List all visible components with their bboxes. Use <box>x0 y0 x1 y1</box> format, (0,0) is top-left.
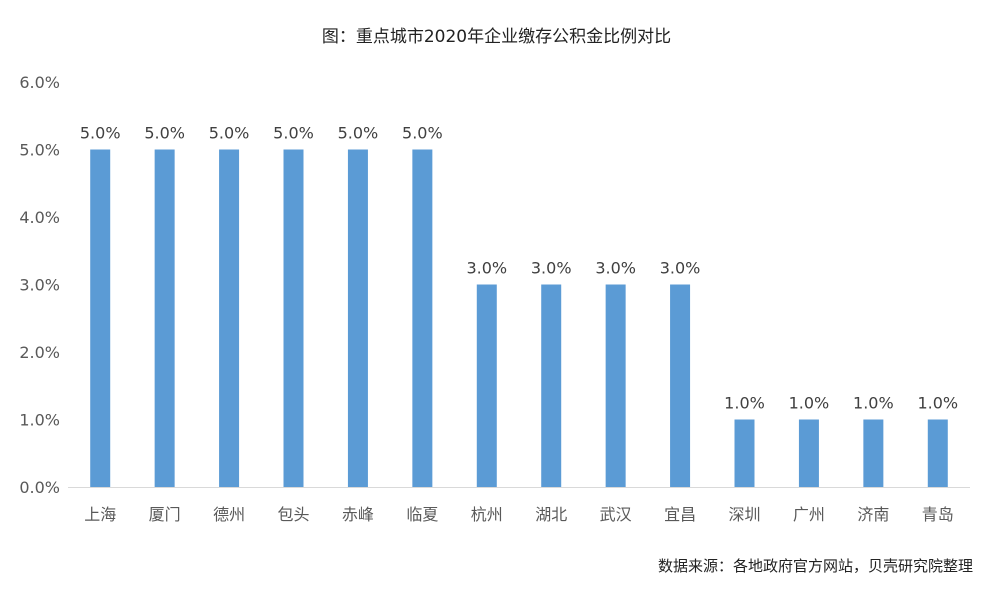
data-label: 5.0% <box>273 124 314 143</box>
data-label: 5.0% <box>144 124 185 143</box>
bar <box>347 149 368 487</box>
bar <box>734 419 755 487</box>
x-tick-label: 上海 <box>84 505 116 524</box>
bar <box>863 419 884 487</box>
y-tick-label: 1.0% <box>19 411 60 430</box>
x-tick-label: 赤峰 <box>342 505 374 524</box>
x-tick-label: 德州 <box>213 505 245 524</box>
y-tick-label: 2.0% <box>19 343 60 362</box>
bar <box>90 149 111 487</box>
x-axis-ticks: 上海 厦门 德州 包头 赤峰 临夏 杭州 湖北 武汉 宜昌 深圳 广州 济南 青岛 <box>84 505 954 524</box>
bar <box>219 149 240 487</box>
data-label: 1.0% <box>789 394 830 413</box>
data-label: 3.0% <box>660 259 701 278</box>
x-tick-label: 济南 <box>857 505 889 524</box>
x-tick-label: 杭州 <box>471 505 503 524</box>
x-tick-label: 武汉 <box>600 505 632 524</box>
x-tick-label: 包头 <box>277 505 309 524</box>
bar <box>412 149 433 487</box>
bar <box>605 284 626 487</box>
data-labels: 5.0% 5.0% 5.0% 5.0% 5.0% 5.0% 3.0% 3.0% 3.0% 3.0%… <box>80 124 958 413</box>
x-tick-label: 湖北 <box>535 505 567 524</box>
x-tick-label: 青岛 <box>922 505 954 524</box>
bar <box>541 284 562 487</box>
data-label: 3.0% <box>466 259 507 278</box>
x-tick-label: 临夏 <box>406 505 438 524</box>
bar <box>798 419 819 487</box>
data-label: 5.0% <box>338 124 379 143</box>
y-tick-label: 6.0% <box>19 73 60 92</box>
data-label: 5.0% <box>80 124 121 143</box>
data-label: 5.0% <box>402 124 443 143</box>
chart-title: 图：重点城市2020年企业缴存公积金比例对比 <box>321 27 672 47</box>
bar <box>670 284 691 487</box>
bar <box>927 419 948 487</box>
bars <box>90 149 948 487</box>
y-tick-label: 3.0% <box>19 276 60 295</box>
y-tick-label: 0.0% <box>19 478 60 497</box>
source-note: 数据来源：各地政府官方网站，贝壳研究院整理 <box>657 557 973 575</box>
x-tick-label: 深圳 <box>728 505 760 524</box>
data-label: 3.0% <box>595 259 636 278</box>
data-label: 5.0% <box>209 124 250 143</box>
data-label: 1.0% <box>917 394 958 413</box>
x-tick-label: 宜昌 <box>664 505 696 524</box>
y-tick-label: 5.0% <box>19 141 60 160</box>
x-tick-label: 广州 <box>793 505 825 524</box>
data-label: 1.0% <box>724 394 765 413</box>
data-label: 1.0% <box>853 394 894 413</box>
bar <box>154 149 175 487</box>
bar <box>283 149 304 487</box>
bar <box>476 284 497 487</box>
y-tick-label: 4.0% <box>19 208 60 227</box>
y-axis-ticks: 0.0% 1.0% 2.0% 3.0% 4.0% 5.0% 6.0% <box>19 73 60 497</box>
x-tick-label: 厦门 <box>149 505 181 524</box>
data-label: 3.0% <box>531 259 572 278</box>
